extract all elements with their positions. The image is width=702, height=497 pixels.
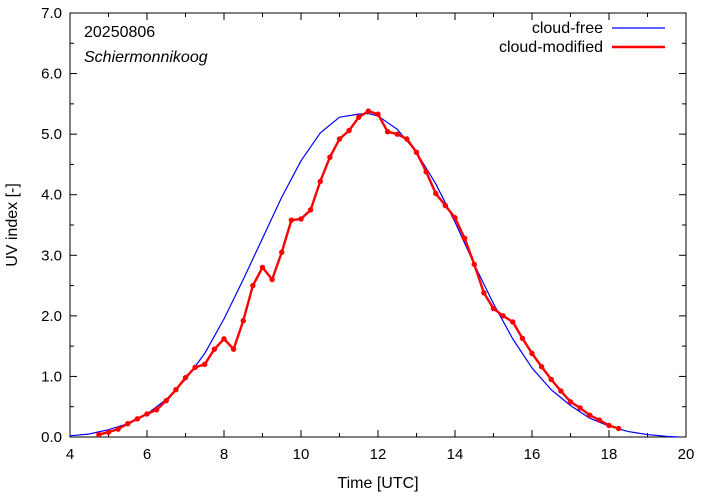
cloud-modified-point xyxy=(230,346,237,352)
cloud-modified-point xyxy=(500,313,506,319)
y-tick-label: 0.0 xyxy=(41,429,62,446)
cloud-modified-point xyxy=(510,319,516,325)
cloud-modified-line xyxy=(98,109,619,436)
cloud-modified-point xyxy=(596,417,603,423)
cloud-modified-point xyxy=(153,407,160,413)
cloud-modified-point xyxy=(538,364,545,370)
cloud-modified-point xyxy=(134,416,141,422)
date-annotation: 20250806 xyxy=(84,24,155,41)
cloud-modified-point xyxy=(298,216,304,222)
cloud-modified-point xyxy=(384,129,391,135)
cloud-modified-point xyxy=(279,249,285,255)
cloud-modified-point xyxy=(211,346,218,352)
y-tick-label: 6.0 xyxy=(41,66,62,83)
series-layer xyxy=(69,108,679,438)
cloud-modified-point xyxy=(240,318,246,324)
y-tick-label: 3.0 xyxy=(41,247,62,264)
x-tick-label: 20 xyxy=(678,446,695,463)
cloud-modified-point xyxy=(375,111,381,117)
cloud-modified-point xyxy=(307,207,314,213)
cloud-modified-point xyxy=(173,387,179,393)
cloud-modified-point xyxy=(567,399,574,405)
cloud-modified-point xyxy=(115,426,121,432)
cloud-modified-point xyxy=(490,305,497,312)
x-tick-label: 8 xyxy=(220,446,228,463)
cloud-modified-point xyxy=(96,431,102,438)
cloud-modified-point xyxy=(356,114,362,120)
cloud-modified-point xyxy=(221,336,227,342)
y-axis-title: UV index [-] xyxy=(4,183,21,267)
cloud-modified-point xyxy=(423,168,429,175)
cloud-modified-point xyxy=(481,290,487,296)
cloud-modified-point xyxy=(577,405,583,411)
cloud-modified-point xyxy=(269,276,275,283)
cloud-modified-point xyxy=(192,364,198,371)
axis-ticks: 4 6 8 10 12 14 16 18 20 0.0 1.0 2.0 3.0 4.0 5.0 6.0 7.0 xyxy=(41,5,694,463)
x-tick-label: 10 xyxy=(293,446,310,463)
y-tick-label: 1.0 xyxy=(41,368,62,385)
plot-frame xyxy=(69,12,687,438)
cloud-modified-point xyxy=(105,429,112,435)
cloud-modified-point xyxy=(144,411,150,417)
cloud-modified-point xyxy=(365,108,372,114)
legend-label-cloud-modified: cloud-modified xyxy=(499,39,603,56)
x-tick-label: 6 xyxy=(143,446,151,463)
cloud-modified-point xyxy=(346,127,352,134)
y-tick-label: 4.0 xyxy=(41,187,62,204)
y-tick-label: 7.0 xyxy=(41,5,62,22)
cloud-modified-point xyxy=(163,397,169,404)
legend-label-cloud-free: cloud-free xyxy=(532,20,603,37)
cloud-modified-point xyxy=(519,335,526,341)
cloud-modified-point xyxy=(433,190,439,197)
cloud-modified-point xyxy=(394,131,400,137)
x-tick-label: 12 xyxy=(370,446,387,463)
legend: cloud-free cloud-modified xyxy=(499,20,665,56)
x-tick-label: 14 xyxy=(447,446,464,463)
cloud-modified-point xyxy=(442,202,449,209)
cloud-modified-point xyxy=(529,350,535,357)
cloud-modified-point xyxy=(471,261,477,268)
cloud-modified-point xyxy=(259,264,266,271)
cloud-modified-point xyxy=(615,425,622,432)
x-tick-label: 16 xyxy=(524,446,541,463)
cloud-modified-point xyxy=(548,376,554,383)
cloud-modified-point xyxy=(288,217,295,223)
cloud-modified-point xyxy=(125,420,131,427)
x-axis-title: Time [UTC] xyxy=(337,475,418,492)
x-tick-label: 18 xyxy=(601,446,618,463)
cloud-modified-point xyxy=(317,178,323,185)
site-annotation: Schiermonnikoog xyxy=(84,49,208,66)
cloud-modified-point xyxy=(404,136,410,142)
cloud-modified-point xyxy=(182,374,189,381)
cloud-modified-point xyxy=(452,215,458,221)
cloud-modified-point xyxy=(327,154,333,160)
cloud-modified-point xyxy=(202,361,208,368)
cloud-modified-point xyxy=(250,282,256,289)
y-tick-label: 5.0 xyxy=(41,126,62,143)
cloud-modified-point xyxy=(461,235,468,242)
cloud-modified-point xyxy=(413,149,420,156)
cloud-modified-point xyxy=(587,412,593,418)
cloud-modified-point xyxy=(558,388,564,394)
x-tick-label: 4 xyxy=(66,446,74,463)
y-tick-label: 2.0 xyxy=(41,308,62,325)
cloud-modified-point xyxy=(336,136,343,142)
cloud-free-line xyxy=(69,112,679,438)
cloud-modified-point xyxy=(606,422,612,429)
